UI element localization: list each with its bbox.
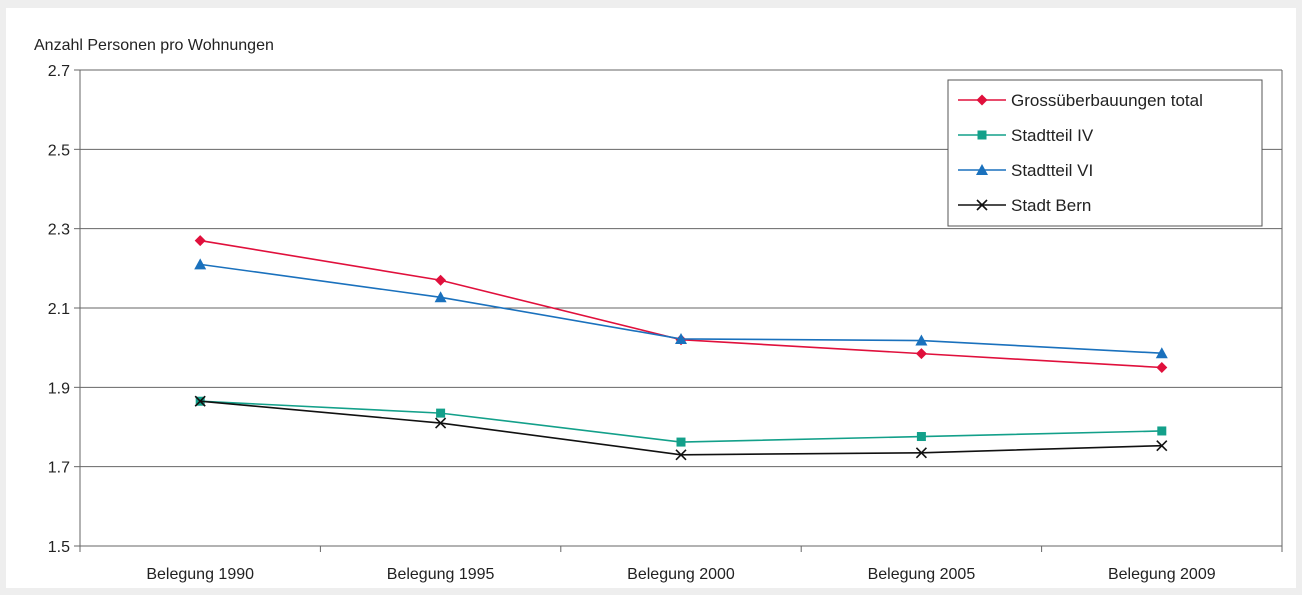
x-tick-label: Belegung 1990 (146, 566, 254, 583)
y-axis-label: Anzahl Personen pro Wohnungen (34, 37, 274, 54)
data-point-square (436, 408, 446, 418)
x-tick-label: Belegung 2005 (868, 566, 976, 583)
legend-item: Stadt Bern (958, 196, 1091, 215)
data-point-triangle (434, 291, 447, 303)
legend: Grossüberbauungen total Stadtteil IV Stadt… (947, 79, 1263, 227)
data-point-triangle (194, 258, 207, 270)
data-point-diamond (435, 274, 447, 286)
y-tick-label: 2.7 (48, 63, 70, 80)
legend-label: Stadtteil VI (1011, 161, 1093, 180)
y-tick-label: 2.1 (48, 301, 70, 318)
legend-box (947, 79, 1263, 227)
cross-stroke (675, 449, 687, 461)
data-point-triangle (1155, 347, 1168, 359)
x-tick-label: Belegung 2000 (627, 566, 735, 583)
cross-stroke (915, 447, 927, 459)
axes: 1.5 1.7 1.9 2.1 2.3 2.5 2.7 Belegung 1990 Belegu… (48, 63, 1283, 583)
y-tick-label: 1.7 (48, 460, 70, 477)
data-point-square (1157, 426, 1167, 436)
data-point-cross (435, 417, 447, 429)
data-point-diamond (194, 235, 206, 247)
legend-item: Stadtteil VI (958, 161, 1093, 180)
legend-item: Grossüberbauungen total (958, 91, 1203, 110)
x-tick-label: Belegung 1995 (387, 566, 495, 583)
data-point-cross (1156, 440, 1168, 452)
data-point-diamond (976, 94, 988, 106)
data-point-diamond (1156, 362, 1168, 373)
data-point-cross (976, 199, 988, 211)
data-point-triangle (915, 334, 928, 346)
y-tick-label: 1.9 (48, 380, 70, 397)
cross-stroke (194, 395, 206, 407)
cross-stroke (976, 199, 988, 211)
data-point-cross (915, 447, 927, 459)
data-point-square (977, 130, 987, 140)
data-point-square (916, 432, 926, 442)
cross-stroke (1156, 440, 1168, 452)
data-point-square (676, 437, 686, 447)
series-4 (194, 395, 1168, 461)
y-tick-label: 2.3 (48, 222, 70, 239)
legend-label: Grossüberbauungen total (1011, 91, 1203, 110)
legend-label: Stadtteil IV (1011, 126, 1094, 145)
data-point-diamond (915, 348, 927, 360)
series-layer (194, 235, 1168, 461)
gridlines (80, 69, 1282, 468)
y-tick-label: 1.5 (48, 539, 70, 556)
x-tick-label: Belegung 2009 (1108, 566, 1216, 583)
data-point-cross (675, 449, 687, 461)
legend-label: Stadt Bern (1011, 196, 1091, 215)
legend-item: Stadtteil IV (958, 126, 1094, 145)
data-point-cross (194, 395, 206, 407)
data-point-triangle (675, 332, 687, 344)
y-tick-label: 2.5 (48, 142, 70, 159)
data-point-triangle (976, 164, 988, 175)
cross-stroke (435, 417, 447, 429)
series-3 (194, 258, 1168, 359)
